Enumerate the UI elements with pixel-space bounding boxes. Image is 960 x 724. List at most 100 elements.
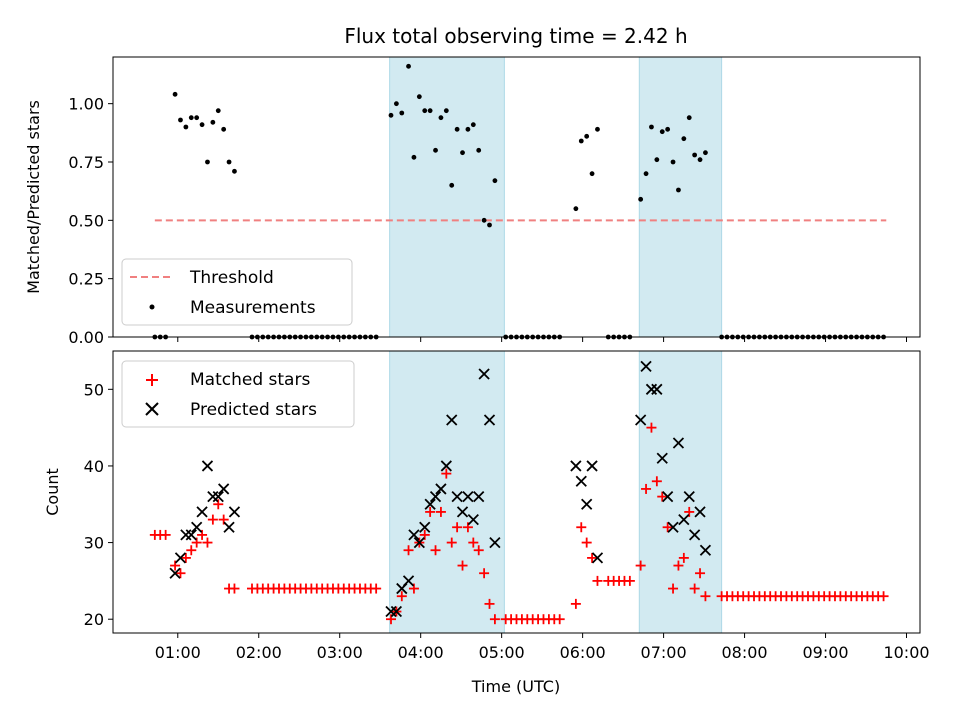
ratio-legend-box: [121, 258, 353, 326]
measurement-point: [454, 126, 460, 132]
measurement-point: [686, 115, 692, 121]
measurement-point: [470, 122, 476, 128]
matched-point: [484, 598, 495, 609]
predicted-point: [191, 521, 203, 533]
predicted-point: [699, 544, 712, 556]
measurements-legend-label: Measurements: [190, 298, 316, 318]
predicted-point: [196, 506, 208, 518]
measurement-point: [649, 124, 654, 130]
matched-points: [149, 422, 889, 625]
measurement-point: [438, 115, 444, 121]
matched-point: [624, 575, 635, 586]
predicted-point: [489, 536, 501, 549]
y-tick-label: 30: [84, 534, 104, 553]
predicted-point: [218, 483, 230, 495]
matched-point: [430, 545, 441, 556]
predicted-point: [413, 536, 425, 549]
measurement-point: [659, 129, 665, 135]
measurement-point: [573, 206, 579, 212]
predicted-legend-marker: [145, 402, 159, 416]
matched-point: [160, 529, 171, 540]
observing-window-1: [389, 56, 505, 338]
x-tick-label: 10:00: [883, 643, 929, 662]
matched-point: [186, 545, 197, 556]
measurement-point: [388, 112, 394, 118]
predicted-point: [586, 460, 598, 472]
measurement-point: [199, 122, 205, 128]
predicted-legend-label: Predicted stars: [190, 400, 317, 420]
measurement-point: [422, 108, 428, 114]
matched-point: [468, 537, 479, 548]
measurement-point: [638, 196, 644, 202]
y-tick-label: 1.00: [68, 95, 104, 114]
measurement-point: [393, 101, 399, 107]
matched-point: [570, 598, 581, 609]
measurement-point: [188, 115, 194, 121]
matched-point: [700, 591, 711, 602]
matched-point: [207, 514, 218, 525]
predicted-point: [440, 460, 452, 472]
observing-window-2: [638, 56, 723, 338]
measurement-point: [399, 110, 405, 116]
matched-legend-marker: [146, 374, 158, 386]
observing-windows: [389, 350, 723, 634]
time-x-label: Time (UTC): [471, 677, 560, 696]
predicted-point: [180, 529, 192, 541]
observing-window-2: [638, 350, 723, 634]
x-tick-label: 09:00: [802, 643, 848, 662]
measurement-point: [676, 187, 681, 193]
matched-point: [662, 522, 673, 533]
y-tick-label: 50: [84, 380, 104, 399]
measurement-point: [232, 168, 237, 174]
count-y-label: Count: [43, 468, 62, 516]
matched-point: [425, 506, 436, 517]
matched-point: [441, 468, 452, 479]
predicted-point: [174, 552, 187, 564]
x-tick-label: 07:00: [641, 643, 687, 662]
time-x-axis: 01:00 02:00 03:00 04:00 05:00 06:00 07:00 08:00…: [155, 633, 930, 662]
matched-point: [641, 483, 652, 494]
matched-point: [581, 537, 592, 548]
ratio-panel: 0.00 0.25 0.50 0.75 1.00 Matched/Predicted s…: [24, 56, 921, 347]
count-y-axis: 20 30 40 50: [84, 380, 113, 629]
matched-point: [396, 591, 407, 602]
measurement-point: [449, 182, 455, 188]
predicted-point: [419, 521, 431, 533]
ratio-panel-frame: [112, 56, 921, 338]
measurement-point: [476, 147, 482, 153]
matched-point: [175, 568, 186, 579]
predicted-point: [591, 552, 604, 564]
matched-point: [403, 545, 414, 556]
predicted-point: [662, 490, 674, 503]
x-tick-label: 08:00: [722, 643, 768, 662]
x-tick-label: 06:00: [560, 643, 606, 662]
measurement-point: [443, 108, 449, 114]
y-tick-label: 20: [84, 610, 104, 629]
matched-point: [180, 552, 191, 563]
matched-point: [695, 568, 706, 579]
measurement-point: [433, 147, 438, 153]
y-tick-label: 40: [84, 457, 104, 476]
ratio-y-label: Matched/Predicted stars: [24, 100, 43, 294]
matched-point: [452, 522, 463, 533]
threshold-legend-label: Threshold: [189, 268, 274, 288]
x-tick-label: 02:00: [236, 643, 282, 662]
observing-window-1: [389, 350, 505, 634]
measurement-point: [654, 157, 660, 163]
y-tick-label: 0.50: [68, 211, 104, 230]
predicted-point: [446, 414, 458, 426]
predicted-point: [683, 490, 695, 503]
matched-point: [878, 591, 889, 602]
predicted-point: [581, 498, 593, 510]
measurement-point: [194, 115, 200, 121]
matched-point: [689, 583, 700, 594]
predicted-point: [635, 414, 647, 426]
measurement-point: [210, 119, 216, 125]
predicted-point: [185, 529, 197, 541]
predicted-point: [640, 360, 652, 372]
matched-point: [473, 545, 484, 556]
x-tick-label: 01:00: [155, 643, 201, 662]
y-tick-label: 0.75: [68, 153, 104, 172]
predicted-point: [575, 475, 587, 487]
